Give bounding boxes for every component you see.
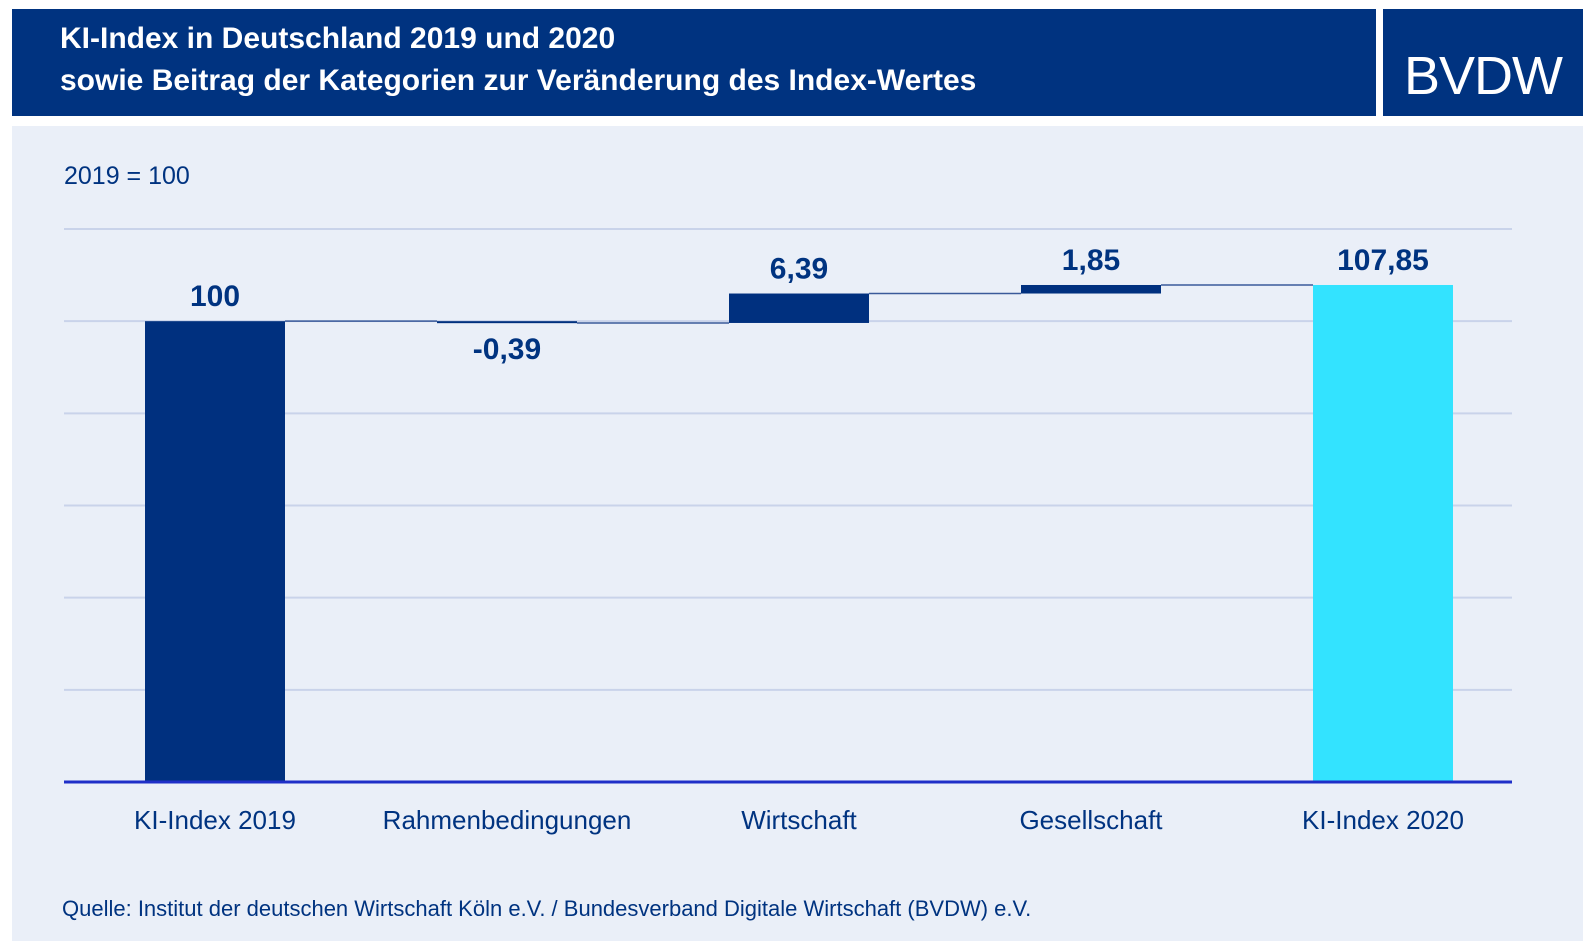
- bar-gesellschaft: [1021, 284, 1161, 294]
- data-label: -0,39: [473, 333, 541, 366]
- bar-wirtschaft: [729, 293, 869, 323]
- data-label: 100: [190, 280, 240, 313]
- chart-title: KI-Index in Deutschland 2019 und 2020: [60, 22, 616, 55]
- data-label: 107,85: [1337, 244, 1429, 277]
- category-label: KI-Index 2019: [134, 805, 296, 835]
- gridlines: [64, 228, 1512, 691]
- base-label: 2019 = 100: [64, 162, 190, 190]
- header-bar: [12, 9, 1376, 116]
- category-label: KI-Index 2020: [1302, 805, 1464, 835]
- bars: [145, 284, 1453, 782]
- data-label: 6,39: [770, 253, 828, 286]
- bvdw-logo: BVDW: [1383, 9, 1583, 116]
- chart-subtitle: sowie Beitrag der Kategorien zur Verände…: [60, 64, 977, 97]
- bar-rahmenbedingungen: [437, 321, 577, 324]
- connector-lines: [285, 284, 1313, 324]
- category-label: Gesellschaft: [1019, 805, 1163, 835]
- category-label: Wirtschaft: [741, 805, 857, 835]
- data-label: 1,85: [1062, 244, 1120, 277]
- source-note: Quelle: Institut der deutschen Wirtschaf…: [62, 896, 1032, 921]
- logo-text: BVDW: [1404, 46, 1563, 106]
- bar-ki-index-2019: [145, 321, 285, 782]
- labels: 100 KI-Index 2019 -0,39 Rahmenbedingungen 6,…: [134, 244, 1464, 835]
- category-label: Rahmenbedingungen: [383, 805, 632, 835]
- bar-ki-index-2020: [1313, 284, 1453, 782]
